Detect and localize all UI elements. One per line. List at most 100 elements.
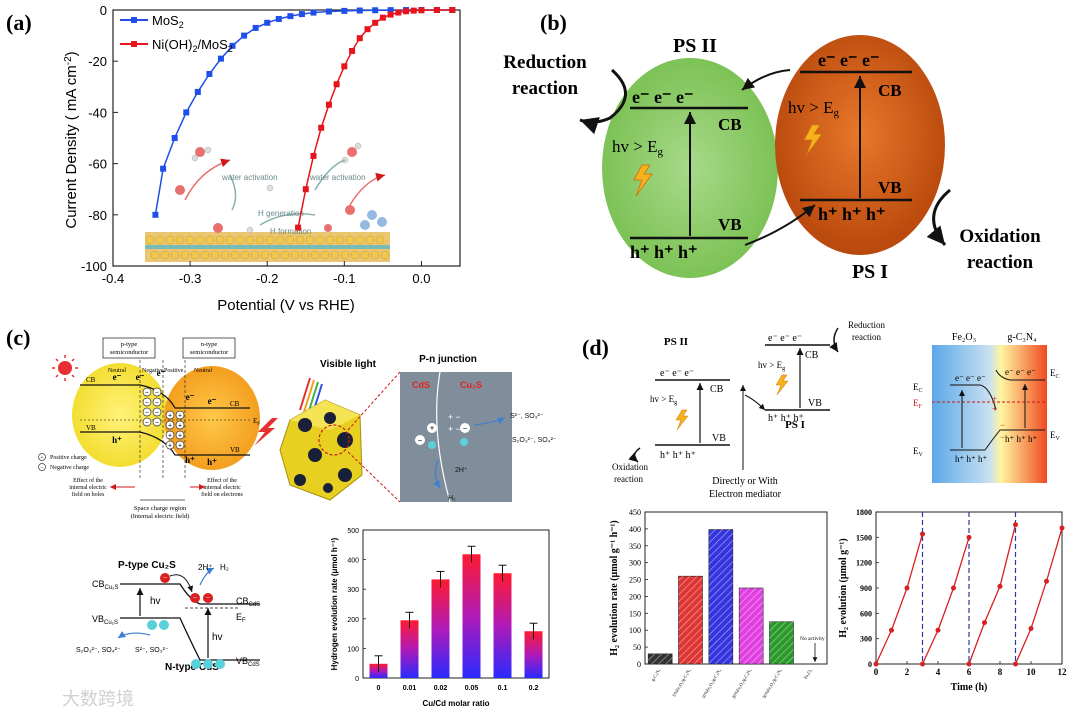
svg-text:−: −: [206, 594, 211, 603]
x-tick-label-c: 0: [377, 685, 381, 692]
data-point-Ni(OH)2/MoS2: [387, 11, 394, 18]
gc3n4-electrons: e⁻ e⁻ e⁻: [1005, 367, 1036, 377]
data-point-MoS2: [183, 109, 190, 116]
reduction-label-d-1: Reduction: [848, 320, 885, 330]
data-point-Ni(OH)2/MoS2: [410, 7, 417, 14]
ec-label-left: EC: [913, 382, 923, 394]
data-point-cycle1: [904, 585, 910, 591]
x-tick-label-a: -0.4: [102, 271, 124, 286]
reduction-label-d-2: reaction: [852, 332, 881, 342]
cds-label: CdS: [412, 380, 430, 390]
y-tick-label-d1: 0: [637, 660, 641, 669]
oxidation-label-d-2: reaction: [614, 474, 643, 484]
y-tick-label-a: -100: [81, 259, 107, 274]
oxidation-label-d-1: Oxidation: [612, 462, 648, 472]
s-ions-label: S²⁻, SO₃²⁻: [510, 413, 544, 420]
legend-marker-nioh2: [131, 41, 137, 47]
svg-text:+ −: + −: [448, 412, 461, 422]
y-tick-label-d2: 0: [868, 660, 872, 669]
x-tick-label-c: 0.05: [465, 685, 479, 692]
svg-text:−: −: [155, 409, 159, 417]
ec-label-right: EC: [1050, 368, 1060, 380]
x-tick-label-d1: 30%Fe₂O₃/g-C₃N₄: [761, 668, 782, 700]
series-line-cycle1: [875, 533, 924, 665]
svg-text:−: −: [145, 399, 149, 407]
watermark: 大数跨境: [62, 689, 134, 709]
hv-label-c-1: hv: [150, 596, 161, 607]
svg-text:+: +: [168, 412, 172, 420]
chart-c-plot: 0 100 200 300 400 500 0 0.01 0.02 0.05 0.1 0.2 Cu/Cd…: [330, 528, 543, 708]
y-tick-label-a: 0: [100, 3, 107, 18]
panel-d: (d) PS II PS I e⁻ e⁻ e⁻ CB VB h⁺ h⁺ h⁺ h…: [582, 320, 1067, 700]
svg-text:−: −: [155, 419, 159, 427]
panel-c: (c) p-type semiconductor n-type semicond…: [6, 325, 557, 708]
data-point-MoS2: [372, 7, 379, 14]
panel-d-label: (d): [582, 335, 609, 360]
ps1-electrons-d: e⁻ e⁻ e⁻: [768, 333, 802, 344]
s-right-label: S²⁻, SO₃²⁻: [135, 647, 169, 654]
bar-hatch-d1: [769, 621, 794, 664]
ef-label-c-bottom: EF: [236, 612, 246, 624]
ps2-electrons: e⁻ e⁻ e⁻: [632, 87, 693, 107]
series-line-cycle3: [968, 524, 1017, 665]
x-tick-label-d1: 5%Fe₂O₃/g-C₃N₄: [671, 668, 691, 698]
data-point-Ni(OH)2/MoS2: [302, 186, 309, 193]
effect-holes-3: field on holes: [72, 491, 105, 498]
two-h-label: 2H⁺: [455, 467, 468, 474]
bar-hatch-d1: [678, 576, 703, 664]
svg-text:−: −: [463, 424, 468, 433]
svg-text:e⁻: e⁻: [113, 372, 122, 382]
h2-label-bottom: H₂: [220, 563, 229, 572]
data-point-MoS2: [275, 15, 282, 22]
ps1-cb-d: CB: [805, 350, 819, 361]
inset-label-water-activation-1: water activation: [221, 173, 278, 182]
ev-label-left: EV: [913, 446, 924, 458]
data-point-cycle4: [1028, 626, 1034, 632]
ef-label-d: EF: [913, 398, 923, 410]
ps1-holes: h⁺ h⁺ h⁺: [818, 204, 886, 224]
data-point-Ni(OH)2/MoS2: [356, 35, 363, 42]
effect-holes-2: internal electric: [69, 485, 107, 491]
x-axis-title-c: Cu/Cd molar ratio: [422, 699, 489, 708]
ps1-hv-d: hv > Eg: [758, 360, 785, 372]
cb-label-c-right: CB: [230, 400, 240, 408]
data-point-MoS2: [287, 13, 294, 20]
panel-a: (a) water activation water activation H …: [6, 3, 461, 314]
legend-label-nioh2: Ni(OH)2/MoS2: [152, 37, 233, 54]
lightning-icon: [633, 164, 653, 197]
visible-light-label: Visible light: [320, 359, 377, 370]
x-tick-label-a: -0.1: [333, 271, 355, 286]
mediator-label-2: Electron mediator: [709, 489, 782, 500]
svg-text:−: −: [155, 399, 159, 407]
y-tick-label-a: -60: [88, 157, 107, 172]
ps2-hv-d: hv > Eg: [650, 394, 677, 406]
y-tick-label-c: 300: [347, 587, 359, 594]
legend-label-mos2: MoS2: [152, 13, 184, 30]
svg-text:−: −: [40, 466, 44, 472]
x-tick-label-d1: Fe₂O₃: [803, 668, 813, 680]
y-tick-label-d1: 350: [629, 542, 641, 551]
ps2-electrons-d: e⁻ e⁻ e⁻: [660, 368, 694, 379]
y-tick-label-d2: 300: [860, 635, 872, 644]
data-point-cycle2: [920, 661, 925, 667]
data-point-MoS2: [229, 42, 236, 49]
oxidation-label-b-1: Oxidation: [959, 226, 1041, 247]
legend-a: MoS2 Ni(OH)2/MoS2: [120, 13, 233, 54]
vb-cds-label: VBCdS: [236, 656, 260, 668]
cb-cds-label: CBCdS: [236, 596, 260, 608]
fe2o3-electrons: e⁻ e⁻ e⁻: [955, 373, 986, 383]
x-tick-label-d2: 10: [1027, 667, 1037, 677]
y-tick-label-d1: 150: [629, 609, 641, 618]
gc3n4-label: g-C₃N₄: [1007, 332, 1037, 343]
band-diagram-c: P-type Cu₂S N-type CdS CBCu₂S VBCu₂S CBC…: [76, 560, 260, 673]
y-axis-title-d2: H₂ evolution (μmol g⁻¹): [838, 538, 849, 637]
data-point-Ni(OH)2/MoS2: [333, 81, 340, 88]
data-point-Ni(OH)2/MoS2: [341, 63, 348, 70]
lightning-icon: [803, 124, 823, 157]
x-tick-label-d1: 20%Fe₂O₃/g-C₃N₄: [731, 668, 752, 700]
data-point-cycle3: [982, 620, 987, 626]
ps2-cb: CB: [718, 115, 742, 134]
data-point-MoS2: [252, 24, 259, 31]
ps2-vb-d: VB: [712, 433, 726, 444]
effect-electrons-2: internal electric: [203, 485, 241, 491]
